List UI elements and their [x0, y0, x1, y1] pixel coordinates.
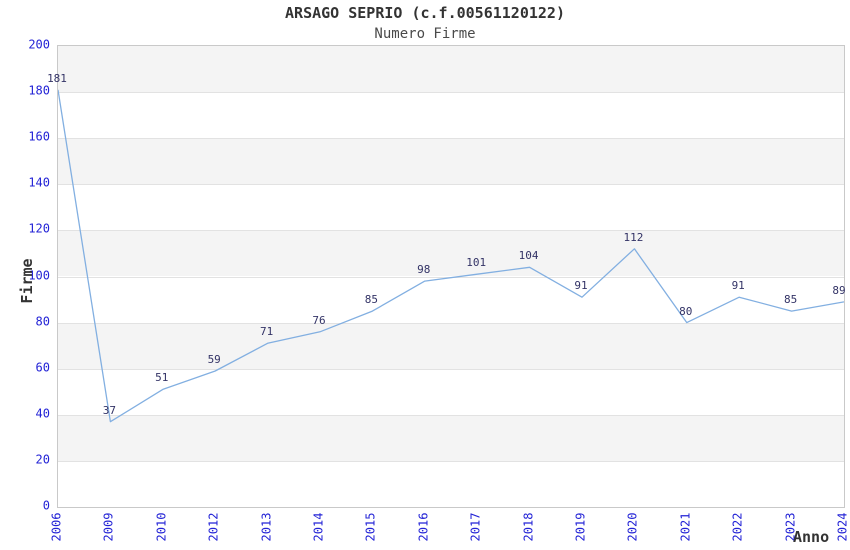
x-axis-title: Anno	[793, 528, 830, 546]
y-tick-label: 0	[42, 498, 50, 513]
y-tick-label: 100	[28, 268, 50, 282]
plot-band	[58, 230, 844, 277]
data-point-label: 91	[574, 279, 588, 293]
data-point-label: 101	[466, 256, 487, 270]
y-tick-label: 180	[28, 83, 50, 98]
x-tick-label: 2010	[154, 512, 169, 542]
data-point-label: 76	[312, 313, 326, 327]
x-tick-label: 2021	[678, 512, 693, 542]
x-tick-label: 2014	[311, 512, 326, 542]
plot-band	[58, 92, 844, 138]
x-tick-label: 2012	[206, 512, 221, 542]
chart-subtitle: Numero Firme	[374, 26, 476, 42]
x-tick-label: 2017	[468, 512, 483, 542]
x-tick-label: 2009	[101, 512, 116, 542]
x-tick-label: 2006	[49, 512, 64, 542]
data-point-label: 85	[783, 293, 798, 307]
y-tick-label: 140	[28, 175, 50, 190]
data-point-label: 181	[47, 71, 67, 85]
x-tick-label: 2018	[521, 512, 536, 542]
y-tick-label: 60	[35, 360, 50, 375]
line-series-svg	[58, 89, 844, 423]
plot-band	[58, 138, 844, 185]
data-point-label: 71	[259, 325, 274, 339]
plot-band	[58, 322, 844, 369]
x-tick-label: 2015	[363, 512, 378, 542]
x-tick-label: 2024	[835, 512, 850, 542]
data-point-label: 104	[518, 249, 539, 263]
plot-area	[57, 45, 845, 508]
data-point-label: 37	[102, 403, 117, 417]
data-point-label: 59	[207, 353, 221, 366]
data-point-label: 51	[155, 371, 169, 385]
data-point-label: 98	[417, 263, 431, 277]
chart-title: ARSAGO SEPRIO (c.f.00561120122)	[285, 4, 565, 22]
x-tick-label: 2013	[259, 512, 274, 542]
data-point-label: 89	[832, 283, 846, 297]
y-tick-label: 80	[35, 314, 50, 329]
data-point-label: 80	[679, 304, 693, 318]
x-tick-label: 2020	[625, 512, 640, 542]
data-point-label: 91	[731, 279, 745, 293]
plot-band	[58, 460, 844, 507]
data-point-label: 85	[364, 293, 379, 307]
data-point-label: 112	[623, 230, 644, 244]
x-tick-label: 2016	[416, 512, 431, 542]
x-tick-label: 2022	[730, 512, 745, 542]
y-tick-label: 120	[28, 221, 50, 236]
series-line	[58, 89, 844, 423]
y-tick-label: 20	[35, 452, 50, 467]
plot-band	[58, 46, 844, 93]
x-tick-label: 2019	[573, 512, 588, 542]
y-tick-label: 200	[28, 37, 50, 52]
y-axis-title: Firme	[18, 258, 36, 304]
y-tick-label: 40	[35, 406, 50, 421]
plot-band	[58, 414, 844, 461]
y-tick-label: 160	[28, 129, 50, 144]
plot-band	[58, 368, 844, 415]
plot-band	[58, 184, 844, 230]
